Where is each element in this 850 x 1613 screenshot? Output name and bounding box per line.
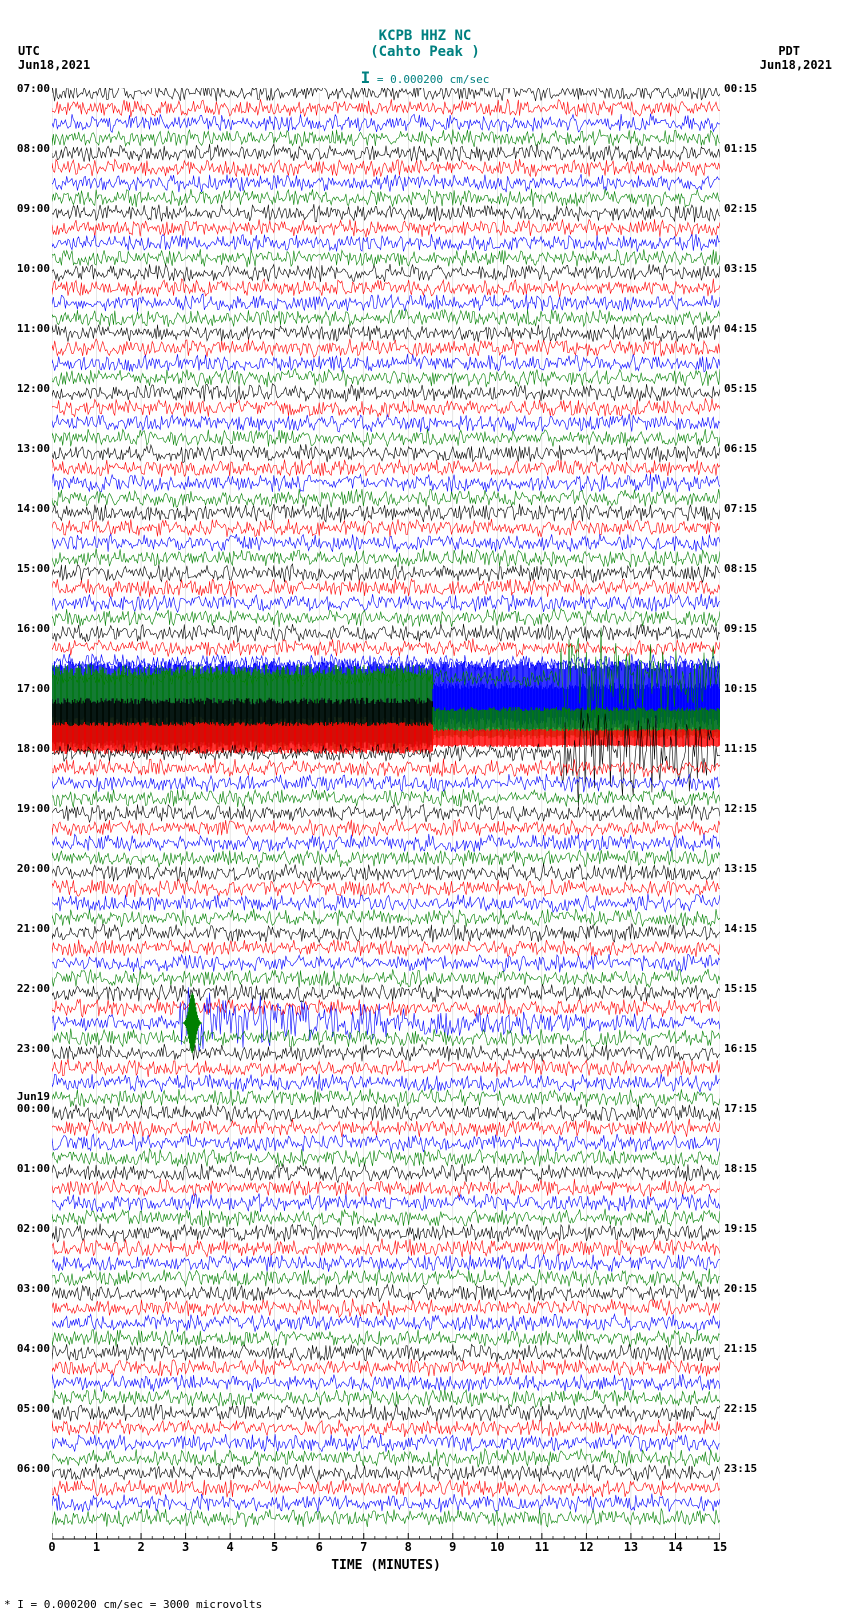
x-tick: 12	[579, 1540, 593, 1554]
right-hour-label: 17:15	[724, 1102, 757, 1115]
right-hour-label: 08:15	[724, 562, 757, 575]
x-tick: 3	[182, 1540, 189, 1554]
right-hour-label: 23:15	[724, 1462, 757, 1475]
x-tick: 8	[405, 1540, 412, 1554]
station-code: KCPB HHZ NC	[0, 28, 850, 44]
right-hour-label: 02:15	[724, 202, 757, 215]
left-hour-label: 18:00	[12, 742, 50, 755]
left-day2-label: Jun19	[12, 1090, 50, 1103]
x-tick: 14	[668, 1540, 682, 1554]
tz-right: PDT	[778, 44, 800, 58]
left-hour-label: 12:00	[12, 382, 50, 395]
right-hour-label: 16:15	[724, 1042, 757, 1055]
right-hour-label: 22:15	[724, 1402, 757, 1415]
left-hour-label: 15:00	[12, 562, 50, 575]
right-hour-label: 05:15	[724, 382, 757, 395]
right-hour-label: 09:15	[724, 622, 757, 635]
right-hour-label: 14:15	[724, 922, 757, 935]
date-left: Jun18,2021	[18, 58, 90, 72]
x-axis: 0123456789101112131415 TIME (MINUTES)	[52, 1540, 720, 1580]
left-hour-label: 01:00	[12, 1162, 50, 1175]
right-hour-label: 10:15	[724, 682, 757, 695]
x-tick: 11	[535, 1540, 549, 1554]
left-hour-label: 00:00	[12, 1102, 50, 1115]
right-hour-label: 13:15	[724, 862, 757, 875]
left-hour-label: 23:00	[12, 1042, 50, 1055]
helicorder-svg	[52, 88, 720, 1546]
left-hour-label: 08:00	[12, 142, 50, 155]
x-tick: 4	[227, 1540, 234, 1554]
x-tick: 0	[48, 1540, 55, 1554]
right-hour-label: 00:15	[724, 82, 757, 95]
left-hour-label: 11:00	[12, 322, 50, 335]
left-hour-label: 02:00	[12, 1222, 50, 1235]
left-hour-label: 09:00	[12, 202, 50, 215]
helicorder-container: KCPB HHZ NC (Cahto Peak ) I = 0.000200 c…	[0, 0, 850, 1613]
right-hour-label: 11:15	[724, 742, 757, 755]
x-tick: 6	[316, 1540, 323, 1554]
left-hour-label: 19:00	[12, 802, 50, 815]
left-hour-label: 10:00	[12, 262, 50, 275]
left-hour-label: 05:00	[12, 1402, 50, 1415]
left-hour-label: 16:00	[12, 622, 50, 635]
x-tick: 1	[93, 1540, 100, 1554]
tz-left: UTC	[18, 44, 40, 58]
left-hour-label: 07:00	[12, 82, 50, 95]
x-tick: 5	[271, 1540, 278, 1554]
left-hour-label: 20:00	[12, 862, 50, 875]
left-hour-label: 21:00	[12, 922, 50, 935]
right-hour-label: 19:15	[724, 1222, 757, 1235]
right-hour-label: 20:15	[724, 1282, 757, 1295]
x-tick: 10	[490, 1540, 504, 1554]
x-tick: 9	[449, 1540, 456, 1554]
right-hour-label: 21:15	[724, 1342, 757, 1355]
right-hour-label: 18:15	[724, 1162, 757, 1175]
scale-indicator: I = 0.000200 cm/sec	[0, 68, 850, 87]
date-right: Jun18,2021	[760, 58, 832, 72]
right-hour-label: 01:15	[724, 142, 757, 155]
x-tick: 15	[713, 1540, 727, 1554]
plot-area	[52, 88, 720, 1536]
left-hour-label: 13:00	[12, 442, 50, 455]
left-hour-label: 06:00	[12, 1462, 50, 1475]
x-tick: 13	[624, 1540, 638, 1554]
right-hour-label: 06:15	[724, 442, 757, 455]
x-tick: 7	[360, 1540, 367, 1554]
right-hour-label: 15:15	[724, 982, 757, 995]
left-hour-label: 03:00	[12, 1282, 50, 1295]
right-hour-label: 04:15	[724, 322, 757, 335]
right-hour-label: 07:15	[724, 502, 757, 515]
left-hour-label: 17:00	[12, 682, 50, 695]
x-tick: 2	[137, 1540, 144, 1554]
right-hour-label: 03:15	[724, 262, 757, 275]
station-name: (Cahto Peak )	[0, 44, 850, 60]
left-hour-label: 22:00	[12, 982, 50, 995]
x-axis-label: TIME (MINUTES)	[52, 1558, 720, 1573]
header: KCPB HHZ NC (Cahto Peak ) I = 0.000200 c…	[0, 28, 850, 87]
left-hour-label: 04:00	[12, 1342, 50, 1355]
right-hour-label: 12:15	[724, 802, 757, 815]
footer-scale: * I = 0.000200 cm/sec = 3000 microvolts	[4, 1598, 262, 1611]
left-hour-label: 14:00	[12, 502, 50, 515]
